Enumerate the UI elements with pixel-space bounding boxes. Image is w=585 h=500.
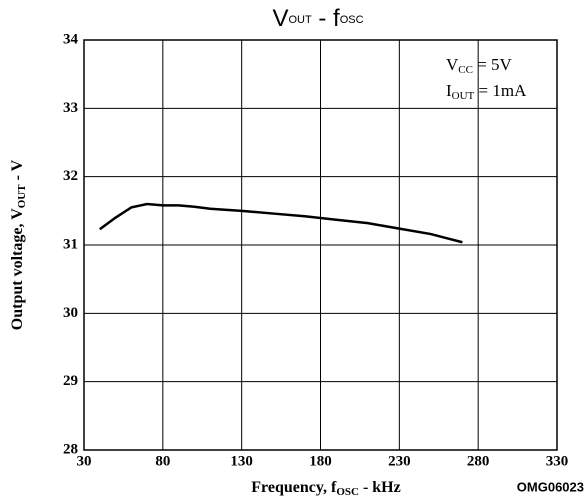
y-tick-label: 28 [63,441,78,457]
y-tick-label: 29 [63,373,78,389]
chart-title: VOUT - fOSC [272,5,363,32]
text-part: V [272,5,288,32]
y-tick-label: 34 [63,31,79,47]
text-part: = 1mA [474,81,527,100]
text-part: - kHz [359,479,401,496]
text-part: V [446,55,459,74]
x-axis-label: Frequency, fOSC - kHz [251,479,400,498]
text-part: OSC [340,14,364,26]
x-tick-label: 230 [388,453,411,469]
text-part: = 5V [473,55,513,74]
y-axis-label: Output voltage, VOUT - V [9,159,28,330]
text-part: Frequency, f [251,479,337,496]
y-tick-label: 30 [63,305,78,321]
annotation: VCC = 5V [446,55,513,76]
annotation: IOUT = 1mA [446,81,527,102]
x-tick-label: 30 [77,453,92,469]
x-tick-label: 130 [230,453,253,469]
text-part: - V [9,159,26,184]
text-part: OUT [452,90,475,102]
text-part: CC [458,64,473,76]
text-part: Output voltage, V [9,208,26,330]
text-part: OSC [336,486,359,498]
y-tick-label: 33 [63,100,78,116]
y-tick-label: 31 [63,236,78,252]
y-tick-label: 32 [63,168,78,184]
text-part: I [446,81,452,100]
x-tick-label: 180 [309,453,332,469]
x-tick-label: 80 [155,453,170,469]
x-tick-label: 330 [546,453,569,469]
x-tick-label: 280 [467,453,490,469]
text-part: OUT [16,184,28,209]
text-part: - f [312,5,340,32]
line [99,202,463,244]
figure-id: OMG06023 [517,479,584,494]
text-part: OUT [288,14,312,26]
